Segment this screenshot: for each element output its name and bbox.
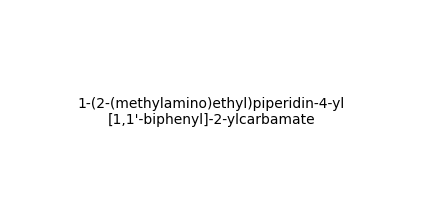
Text: 1-(2-(methylamino)ethyl)piperidin-4-yl
[1,1'-biphenyl]-2-ylcarbamate: 1-(2-(methylamino)ethyl)piperidin-4-yl [… xyxy=(78,97,345,127)
